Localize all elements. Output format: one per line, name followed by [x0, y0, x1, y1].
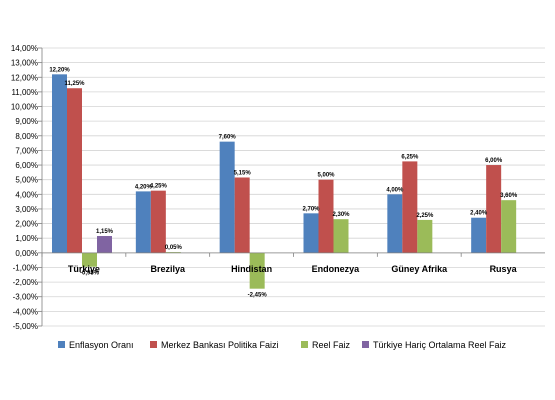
category-label: Brezilya [150, 264, 186, 274]
bar [303, 213, 319, 253]
category-label: Güney Afrika [391, 264, 448, 274]
data-label: 12,20% [49, 67, 70, 73]
y-tick-label: -3,00% [13, 293, 38, 302]
bar [417, 219, 433, 253]
gridlines [42, 47, 545, 327]
bar [234, 177, 250, 253]
data-label: 1,15% [96, 229, 114, 235]
data-label: 6,00% [485, 158, 503, 164]
y-tick-label: 6,00% [15, 161, 38, 170]
bar [135, 191, 151, 253]
bar [486, 165, 502, 253]
legend: Enflasyon Oranı Merkez Bankası Politika F… [58, 340, 507, 350]
legend-swatch [362, 341, 369, 348]
y-tick-label: 11,00% [11, 88, 38, 97]
data-label: 5,15% [234, 170, 252, 176]
y-tick-label: -2,00% [13, 278, 38, 287]
bar [249, 252, 265, 289]
legend-swatch [58, 341, 65, 348]
category-label: Endonezya [312, 264, 361, 274]
y-axis-tick-labels: -5,00% -4,00% -3,00% -2,00% -1,00% 0,00% 1,00%… [11, 44, 38, 331]
legend-label: Türkiye Hariç Ortalama Reel Faiz [373, 340, 507, 350]
data-label: 6,25% [401, 154, 419, 160]
legend-swatch [150, 341, 157, 348]
x-axis-category-labels: Türkiye Brezilya Hindistan Endonezya Güney A… [68, 264, 518, 274]
data-labels: 12,20% 11,25% -0,95% 1,15% 4,20%4,25% 0,05% 7,… [49, 67, 518, 298]
data-label: 4,20% [135, 184, 153, 190]
y-tick-label: -5,00% [13, 322, 38, 331]
bar [67, 88, 82, 253]
data-label: 4,00% [386, 187, 404, 193]
bar [333, 219, 349, 253]
legend-swatch [301, 341, 308, 348]
y-tick-label: 8,00% [15, 132, 38, 141]
data-label: 3,60% [500, 193, 518, 199]
y-tick-label: 4,00% [15, 190, 38, 199]
data-label: 7,60% [219, 135, 237, 141]
data-label: 2,30% [332, 212, 350, 218]
axes [38, 47, 545, 327]
y-tick-label: -1,00% [13, 263, 38, 272]
y-tick-label: 2,00% [15, 220, 38, 229]
y-tick-label: 12,00% [11, 73, 38, 82]
category-label: Rusya [490, 264, 518, 274]
data-label: -0,95% [80, 271, 100, 277]
legend-label: Reel Faiz [312, 340, 351, 350]
bars [52, 74, 517, 289]
data-label: -2,45% [248, 293, 268, 299]
y-tick-label: 3,00% [15, 205, 38, 214]
bar [387, 194, 403, 253]
y-tick-label: 0,00% [15, 249, 38, 258]
bar [219, 141, 235, 253]
y-tick-label: 9,00% [15, 117, 38, 126]
y-tick-label: 13,00% [11, 59, 38, 68]
y-tick-label: -4,00% [13, 307, 38, 316]
bar [318, 179, 334, 253]
bar [82, 252, 97, 267]
data-label: 0,05% [165, 245, 183, 251]
data-label: 11,25% [64, 81, 85, 87]
data-label: 5,00% [317, 173, 335, 179]
data-label: 2,70% [302, 206, 320, 212]
bar [501, 200, 517, 253]
bar [150, 190, 166, 253]
data-label: 2,40% [470, 211, 488, 217]
data-label: 2,25% [416, 213, 434, 219]
y-tick-label: 14,00% [11, 44, 38, 53]
legend-label: Merkez Bankası Politika Faizi [161, 340, 279, 350]
category-label: Hindistan [231, 264, 272, 274]
y-tick-label: 1,00% [15, 234, 38, 243]
bar [97, 236, 112, 253]
y-tick-label: 5,00% [15, 176, 38, 185]
y-tick-label: 7,00% [15, 146, 38, 155]
data-label: 4,25% [150, 184, 168, 190]
legend-label: Enflasyon Oranı [69, 340, 134, 350]
bar [402, 161, 418, 253]
category-label: Türkiye [68, 264, 100, 274]
y-tick-label: 10,00% [11, 103, 38, 112]
bar [471, 217, 487, 253]
bar [52, 74, 67, 253]
